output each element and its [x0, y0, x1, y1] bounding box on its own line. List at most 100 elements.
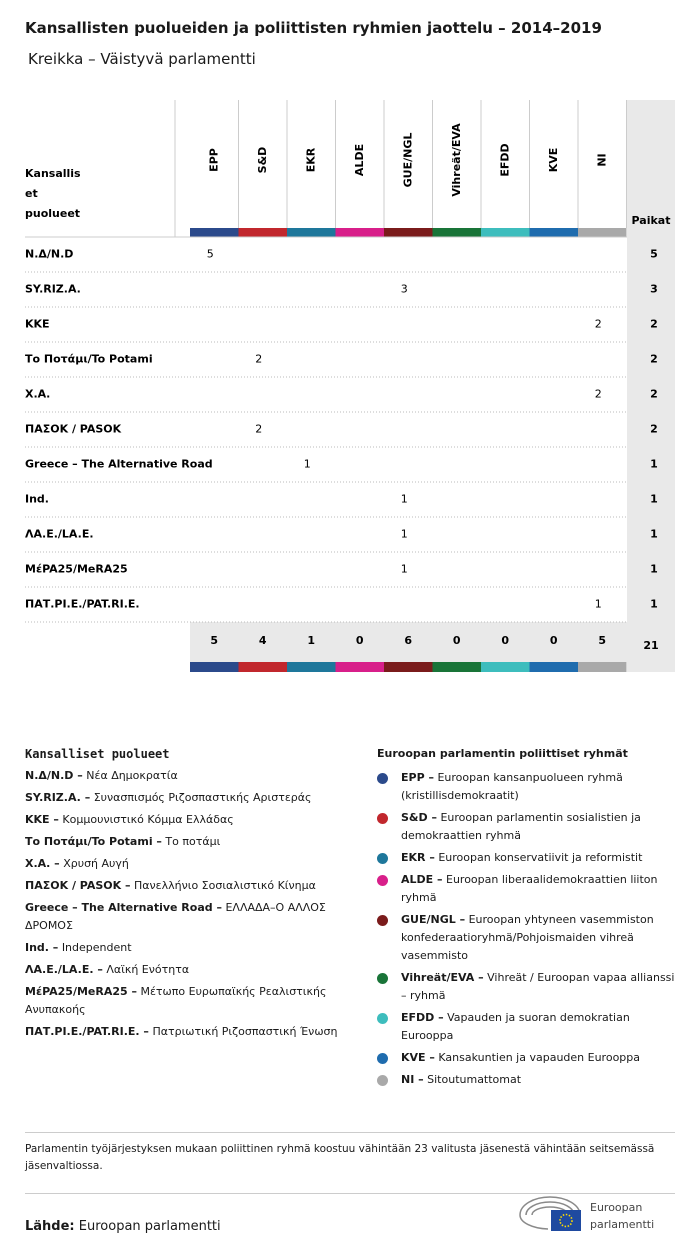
group-header: EPP [207, 148, 220, 172]
legend-item: NI – Sitoutumattomat [377, 1071, 677, 1089]
row-total: 2 [650, 318, 658, 331]
legend-name: Πατριωτική Ριζοσπαστική Ένωση [152, 1025, 338, 1038]
group-color [238, 228, 287, 237]
legend-abbr: EPP – [401, 771, 434, 784]
legend-name: Το ποτάμι [165, 835, 221, 848]
cell: 1 [595, 598, 602, 611]
legend-item: Greece – The Alternative Road – ΕΛΛΑΔΑ–Ο… [25, 899, 345, 935]
party-name: ΛΑ.Ε./LA.E. [25, 528, 94, 541]
logo-text: parlamentti [590, 1218, 654, 1231]
cell: 1 [401, 528, 408, 541]
total-column-bg [627, 100, 675, 672]
source: Lähde: Euroopan parlamentti [25, 1219, 221, 1234]
legend-abbr: MέPA25/MeRA25 – [25, 985, 137, 998]
legend-abbr: EFDD – [401, 1011, 444, 1024]
cell: 2 [255, 423, 262, 436]
party-name: Greece – The Alternative Road [25, 458, 213, 471]
legend-name: Euroopan konservatiivit ja reformistit [438, 851, 643, 864]
legend-name: Μέτωπο Ευρωπαϊκής Ρεαλιστικής Ανυπακοής [25, 985, 327, 1016]
legend-name: Συνασπισμός Ριζοσπαστικής Αριστεράς [93, 791, 312, 804]
group-color [190, 228, 239, 237]
legend-name: Vihreät / Euroopan vapaa allianssi – ryh… [401, 971, 675, 1002]
group-color [335, 228, 384, 237]
legend-item: S&D – Euroopan parlamentin sosialistien … [377, 809, 677, 845]
cell: 2 [595, 318, 602, 331]
row-total: 3 [650, 283, 658, 296]
party-name: SY.RIZ.A. [25, 283, 81, 296]
row-total: 2 [650, 353, 658, 366]
legend-name: Euroopan parlamentin sosialistien ja dem… [401, 811, 641, 842]
legend-name: Euroopan kansanpuolueen ryhmä (kristilli… [401, 771, 623, 802]
legend-name: ΕΛΛΑΔΑ–Ο ΑΛΛΟΣ ΔΡΟΜΟΣ [25, 901, 326, 932]
group-color [432, 228, 481, 237]
legend-dot [377, 1053, 388, 1064]
group-color [287, 228, 336, 237]
legend-abbr: ΛΑ.Ε./LA.E. – [25, 963, 103, 976]
total-cell: 0 [356, 634, 364, 647]
group-color [578, 228, 627, 237]
legend-item: KVE – Kansakuntien ja vapauden Eurooppa [377, 1049, 677, 1067]
legend-dot [377, 1075, 388, 1086]
legend-abbr: S&D – [401, 811, 437, 824]
group-color [432, 662, 481, 672]
footnote: Parlamentin työjärjestyksen mukaan polii… [25, 1132, 675, 1194]
legend-item: SY.RIZ.A. – Συνασπισμός Ριζοσπαστικής Αρ… [25, 789, 345, 807]
legend-item: ALDE – Euroopan liberaalidemokraattien l… [377, 871, 677, 907]
legend-dot [377, 773, 388, 784]
legend-dot [377, 813, 388, 824]
legend-name: Λαϊκή Ενότητα [106, 963, 190, 976]
party-header: et [25, 187, 38, 200]
total-cell: 1 [307, 634, 315, 647]
legend-abbr: Ind. – [25, 941, 59, 954]
logo-text: Euroopan [590, 1201, 642, 1214]
party-name: MέPA25/MeRA25 [25, 563, 128, 576]
legend-abbr: Vihreät/EVA – [401, 971, 484, 984]
row-total: 1 [650, 458, 658, 471]
party-legend: Kansalliset puolueet N.Δ/N.D – Νέα Δημοκ… [25, 745, 345, 1045]
legend-name: Κομμουνιστικό Κόμμα Ελλάδας [62, 813, 234, 826]
group-color [190, 662, 239, 672]
group-color [287, 662, 336, 672]
party-name: KKE [25, 318, 50, 331]
legend-item: EFDD – Vapauden ja suoran demokratian Eu… [377, 1009, 677, 1045]
row-total: 2 [650, 388, 658, 401]
legend-abbr: GUE/NGL – [401, 913, 466, 926]
cell: 1 [304, 458, 311, 471]
row-total: 1 [650, 563, 658, 576]
legend-abbr: Greece – The Alternative Road – [25, 901, 222, 914]
legend-abbr: N.Δ/N.D – [25, 769, 83, 782]
legend-item: Ind. – Independent [25, 939, 345, 957]
legend-abbr: Το Ποτάμι/To Potami – [25, 835, 162, 848]
source-label: Lähde: [25, 1219, 75, 1234]
total-header: Paikat [632, 214, 671, 227]
table: Kansallis et puolueet Paikat EPP 5 S&D 4 EKR 1 ALD… [25, 100, 675, 672]
group-color [481, 228, 530, 237]
grand-total: 21 [643, 639, 658, 652]
legend-item: Vihreät/EVA – Vihreät / Euroopan vapaa a… [377, 969, 677, 1005]
row-total: 2 [650, 423, 658, 436]
group-color [529, 662, 578, 672]
legend-title: Kansalliset puolueet [25, 747, 170, 761]
legend-abbr: EKR – [401, 851, 435, 864]
legend-item: ΠΑΣΟΚ / PASOK – Πανελλήνιο Σοσιαλιστικό … [25, 877, 345, 895]
legend-abbr: NI – [401, 1073, 424, 1086]
row-total: 1 [650, 528, 658, 541]
legend-item: KKE – Κομμουνιστικό Κόμμα Ελλάδας [25, 811, 345, 829]
legend-item: GUE/NGL – Euroopan yhtyneen vasemmiston … [377, 911, 677, 965]
party-header: Kansallis [25, 167, 81, 180]
legend-abbr: ALDE – [401, 873, 443, 886]
legend-dot [377, 1013, 388, 1024]
total-cell: 0 [453, 634, 461, 647]
group-color [238, 662, 287, 672]
legend-item: EPP – Euroopan kansanpuolueen ryhmä (kri… [377, 769, 677, 805]
group-header: GUE/NGL [401, 133, 414, 188]
cell: 2 [255, 353, 262, 366]
group-legend: Euroopan parlamentin poliittiset ryhmät … [377, 745, 677, 1093]
total-cell: 5 [598, 634, 606, 647]
legend-name: Sitoutumattomat [427, 1073, 522, 1086]
row-total: 1 [650, 598, 658, 611]
cell: 5 [207, 248, 214, 261]
legend-abbr: Χ.Α. – [25, 857, 60, 870]
legend-name: Independent [61, 941, 132, 954]
